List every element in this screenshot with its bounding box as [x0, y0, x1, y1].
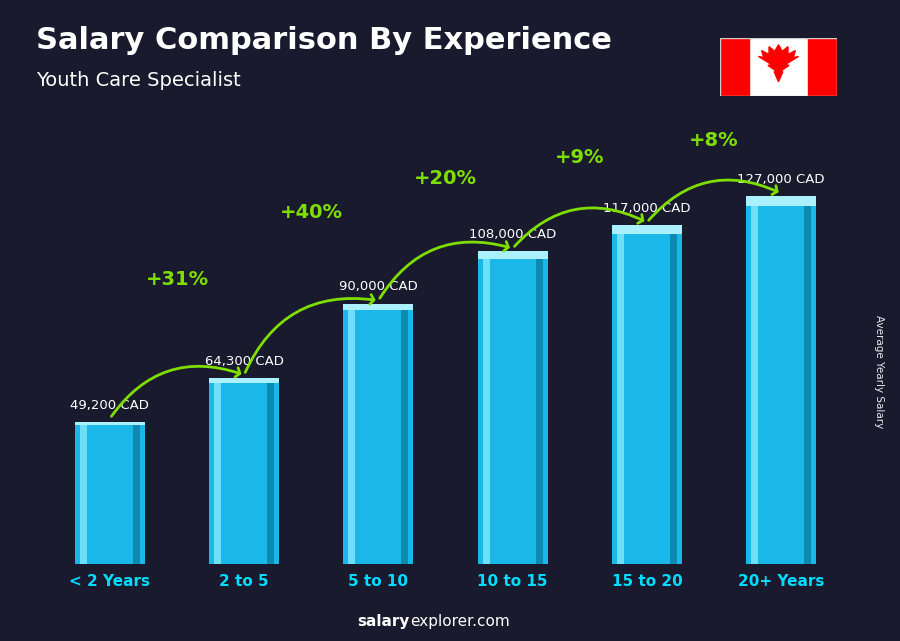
Bar [805, 196, 811, 564]
Bar [133, 422, 140, 564]
Bar [209, 378, 279, 383]
Text: +9%: +9% [555, 149, 605, 167]
Bar [267, 378, 274, 564]
Bar [80, 422, 86, 564]
Text: +31%: +31% [146, 270, 209, 289]
Text: 108,000 CAD: 108,000 CAD [469, 228, 556, 241]
Bar [612, 226, 682, 234]
Text: +40%: +40% [280, 203, 343, 222]
Text: 90,000 CAD: 90,000 CAD [339, 280, 418, 294]
Bar [616, 226, 624, 564]
Text: Salary Comparison By Experience: Salary Comparison By Experience [36, 26, 612, 54]
Bar [344, 304, 413, 564]
Text: Average Yearly Salary: Average Yearly Salary [874, 315, 884, 428]
Bar [808, 38, 837, 96]
Text: 127,000 CAD: 127,000 CAD [737, 173, 825, 187]
Bar [478, 251, 547, 259]
Bar [752, 196, 758, 564]
Bar [344, 304, 413, 310]
Bar [536, 251, 543, 564]
Bar [401, 304, 409, 564]
Text: explorer.com: explorer.com [410, 615, 510, 629]
Text: Youth Care Specialist: Youth Care Specialist [36, 71, 241, 90]
Bar [482, 251, 490, 564]
Text: 64,300 CAD: 64,300 CAD [204, 355, 284, 368]
Text: +8%: +8% [689, 131, 739, 150]
Text: 117,000 CAD: 117,000 CAD [603, 203, 690, 215]
Bar [746, 196, 816, 206]
Text: +20%: +20% [414, 169, 477, 188]
Bar [670, 226, 677, 564]
Text: 49,200 CAD: 49,200 CAD [70, 399, 149, 412]
Text: salary: salary [357, 615, 410, 629]
Bar [720, 38, 749, 96]
Bar [478, 251, 547, 564]
Bar [746, 196, 816, 564]
Bar [612, 226, 682, 564]
Bar [75, 422, 145, 425]
Bar [348, 304, 356, 564]
Bar [214, 378, 221, 564]
Bar [209, 378, 279, 564]
Bar [75, 422, 145, 564]
Polygon shape [759, 45, 798, 81]
